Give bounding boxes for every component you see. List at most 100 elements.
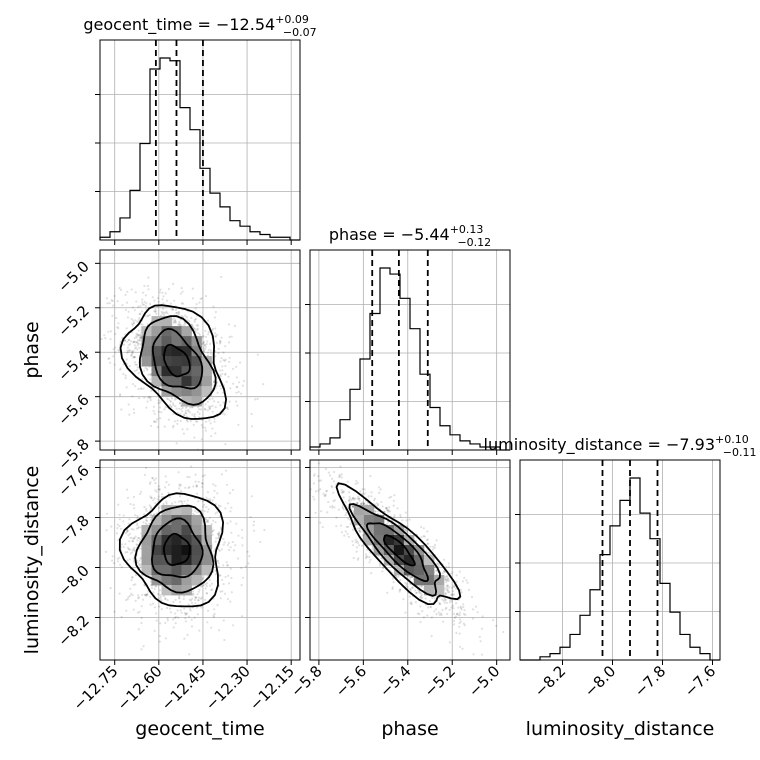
sample-point <box>203 503 206 506</box>
sample-point <box>126 559 129 562</box>
sample-point <box>358 529 361 532</box>
density-cell <box>141 336 152 347</box>
sample-point <box>103 334 106 337</box>
density-cell <box>161 585 172 596</box>
sample-point <box>144 522 147 525</box>
sample-point <box>176 419 179 422</box>
sample-point <box>217 565 220 568</box>
sample-point <box>163 313 166 317</box>
sample-point <box>135 336 138 339</box>
sample-point <box>359 490 362 493</box>
sample-point <box>124 543 127 546</box>
sample-point <box>358 499 361 502</box>
sample-point <box>375 502 378 505</box>
sample-point <box>303 449 305 451</box>
sample-point <box>190 406 193 409</box>
sample-point <box>146 593 149 596</box>
sample-point <box>419 592 422 595</box>
sample-point <box>135 527 138 530</box>
sample-point <box>214 573 217 576</box>
sample-point <box>444 592 447 596</box>
sample-point <box>163 425 166 428</box>
sample-point <box>109 587 112 590</box>
sample-point <box>425 539 428 542</box>
sample-point <box>167 483 170 486</box>
sample-point <box>361 525 365 528</box>
sample-point <box>193 616 196 619</box>
sample-point <box>109 361 112 364</box>
sample-point <box>455 631 458 635</box>
sample-point <box>447 562 450 565</box>
sample-point <box>202 341 205 344</box>
sample-point <box>182 413 185 416</box>
sample-point <box>457 613 460 616</box>
sample-point <box>123 339 126 342</box>
sample-point <box>221 590 224 593</box>
sample-point <box>219 373 222 377</box>
sample-point <box>224 373 227 376</box>
sample-point <box>344 514 347 517</box>
sample-point <box>458 570 461 573</box>
density-cell <box>181 326 192 337</box>
sample-point <box>165 502 168 505</box>
sample-point <box>118 513 121 516</box>
sample-point <box>132 341 135 344</box>
sample-point <box>249 515 252 519</box>
density-cell <box>191 386 202 397</box>
sample-point <box>172 404 175 407</box>
panel-frame <box>99 459 301 661</box>
sample-point <box>426 614 429 617</box>
sample-point <box>165 310 168 313</box>
density-cell <box>181 396 192 407</box>
sample-point <box>136 339 140 342</box>
sample-point <box>130 527 133 531</box>
sample-point <box>160 599 163 602</box>
sample-point <box>222 564 225 567</box>
sample-point <box>132 408 135 411</box>
sample-point <box>130 579 133 582</box>
sample-point <box>427 606 430 609</box>
sample-point <box>153 588 156 591</box>
sample-point <box>452 607 455 610</box>
sample-point <box>146 323 149 326</box>
sample-point <box>415 591 418 595</box>
sample-point <box>181 502 184 506</box>
sample-point <box>169 607 172 610</box>
sample-point <box>160 495 163 499</box>
sample-point <box>216 604 219 607</box>
sample-point <box>158 634 161 638</box>
sample-point <box>164 597 167 600</box>
sample-point <box>410 576 413 579</box>
sample-point <box>162 295 165 298</box>
density-cell <box>181 525 192 536</box>
sample-point <box>188 411 192 414</box>
sample-point <box>126 529 129 532</box>
sample-point <box>388 496 391 499</box>
sample-point <box>184 409 187 412</box>
sample-point <box>149 481 152 484</box>
sample-point <box>405 519 408 522</box>
sample-point <box>153 629 156 633</box>
sample-point <box>141 303 144 306</box>
sample-point <box>118 518 121 521</box>
density-cell <box>181 356 192 367</box>
sample-point <box>430 635 433 638</box>
sample-point <box>134 574 137 577</box>
sample-point <box>219 590 222 593</box>
sample-point <box>183 594 186 598</box>
sample-point <box>212 614 215 617</box>
sample-point <box>137 597 140 600</box>
sample-point <box>368 561 371 564</box>
sample-point <box>495 624 498 628</box>
sample-point <box>462 622 465 625</box>
sample-point <box>175 311 178 314</box>
sample-point <box>195 485 198 488</box>
sample-point <box>223 638 226 642</box>
sample-point <box>209 342 212 345</box>
sample-point <box>122 514 125 517</box>
sample-point <box>131 551 134 554</box>
density-cell <box>151 535 162 546</box>
sample-point <box>414 601 417 604</box>
sample-point <box>201 482 204 485</box>
sample-point <box>409 589 412 592</box>
